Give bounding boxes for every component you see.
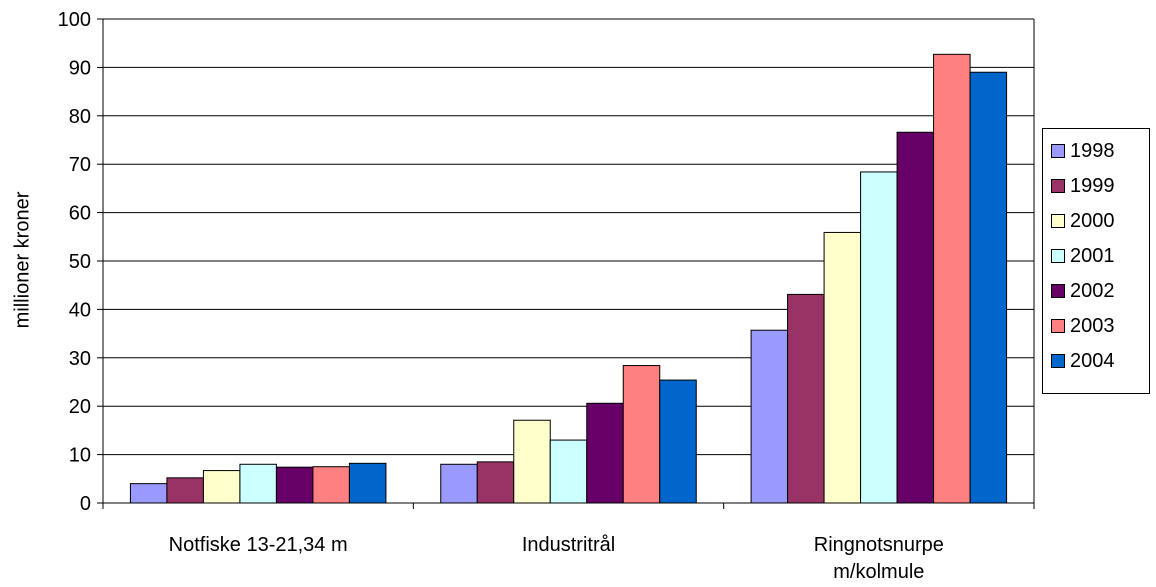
legend-item: 2004 bbox=[1051, 348, 1115, 374]
bar-1999-1 bbox=[166, 477, 204, 504]
y-tick-label: 70 bbox=[69, 154, 91, 176]
x-category-label: Notfiske 13-21,34 m bbox=[169, 534, 348, 556]
bar-1998-2 bbox=[440, 463, 478, 504]
legend-item: 2003 bbox=[1051, 313, 1115, 339]
bar-2000-2 bbox=[513, 419, 551, 504]
y-tick-label: 30 bbox=[69, 348, 91, 370]
bar-1999-2 bbox=[476, 461, 515, 504]
bar-2000-3 bbox=[823, 231, 862, 504]
bar-2001-1 bbox=[239, 463, 277, 504]
bar-2004-1 bbox=[348, 462, 387, 504]
legend-swatch bbox=[1051, 249, 1065, 263]
y-tick-label: 60 bbox=[69, 203, 91, 225]
x-category-label: Industritrål bbox=[522, 534, 615, 556]
y-tick-label: 90 bbox=[69, 57, 91, 79]
legend-item: 2002 bbox=[1051, 278, 1115, 304]
legend-label: 2000 bbox=[1070, 209, 1115, 232]
y-tick-label: 20 bbox=[69, 396, 91, 418]
legend-swatch bbox=[1051, 179, 1065, 193]
bar-2003-1 bbox=[312, 466, 350, 504]
bar-2002-3 bbox=[896, 131, 935, 504]
x-category-label: Ringnotsnurpe m/kolmule bbox=[814, 534, 944, 583]
y-axis-title: millioner kroner bbox=[8, 0, 38, 520]
legend-swatch bbox=[1051, 319, 1065, 333]
bar-2000-1 bbox=[202, 470, 241, 504]
legend-label: 1999 bbox=[1070, 174, 1115, 197]
bar-1998-3 bbox=[750, 329, 789, 504]
bar-2001-2 bbox=[549, 439, 588, 504]
legend-swatch bbox=[1051, 284, 1065, 298]
bar-2003-3 bbox=[933, 53, 971, 504]
bar-2002-1 bbox=[275, 466, 314, 504]
legend-label: 2001 bbox=[1070, 244, 1115, 267]
y-axis-label: millioner kroner bbox=[11, 191, 34, 329]
tick-labels: 0 10 20 30 40 50 60 70 80 90 100 Notfiske 13-21,34 … bbox=[58, 9, 944, 583]
legend-swatch bbox=[1051, 354, 1065, 368]
y-tick-label: 10 bbox=[69, 445, 91, 467]
axes bbox=[97, 18, 1035, 509]
y-tick-label: 50 bbox=[69, 251, 91, 273]
legend-item: 1998 bbox=[1051, 138, 1115, 164]
legend-item: 1999 bbox=[1051, 173, 1115, 199]
bars bbox=[129, 53, 1008, 504]
legend-swatch bbox=[1051, 214, 1065, 228]
legend-label: 2002 bbox=[1070, 279, 1115, 302]
bar-2002-2 bbox=[586, 402, 624, 504]
y-tick-label: 80 bbox=[69, 106, 91, 128]
bar-2004-2 bbox=[659, 379, 697, 504]
y-tick-label: 0 bbox=[80, 493, 91, 515]
legend-item: 2000 bbox=[1051, 208, 1115, 234]
bar-2001-3 bbox=[860, 171, 898, 504]
legend-swatch bbox=[1051, 144, 1065, 158]
legend-label: 2004 bbox=[1070, 349, 1115, 372]
y-tick-label: 100 bbox=[58, 9, 91, 31]
legend: 1998 1999 2000 2001 2002 2003 2004 bbox=[1042, 128, 1150, 394]
bar-1998-1 bbox=[129, 483, 168, 504]
legend-item: 2001 bbox=[1051, 243, 1115, 269]
bar-2004-3 bbox=[969, 71, 1008, 504]
bar-1999-3 bbox=[787, 293, 825, 504]
legend-label: 1998 bbox=[1070, 139, 1115, 162]
y-tick-label: 40 bbox=[69, 299, 91, 321]
bar-2003-2 bbox=[622, 365, 661, 504]
legend-label: 2003 bbox=[1070, 314, 1115, 337]
